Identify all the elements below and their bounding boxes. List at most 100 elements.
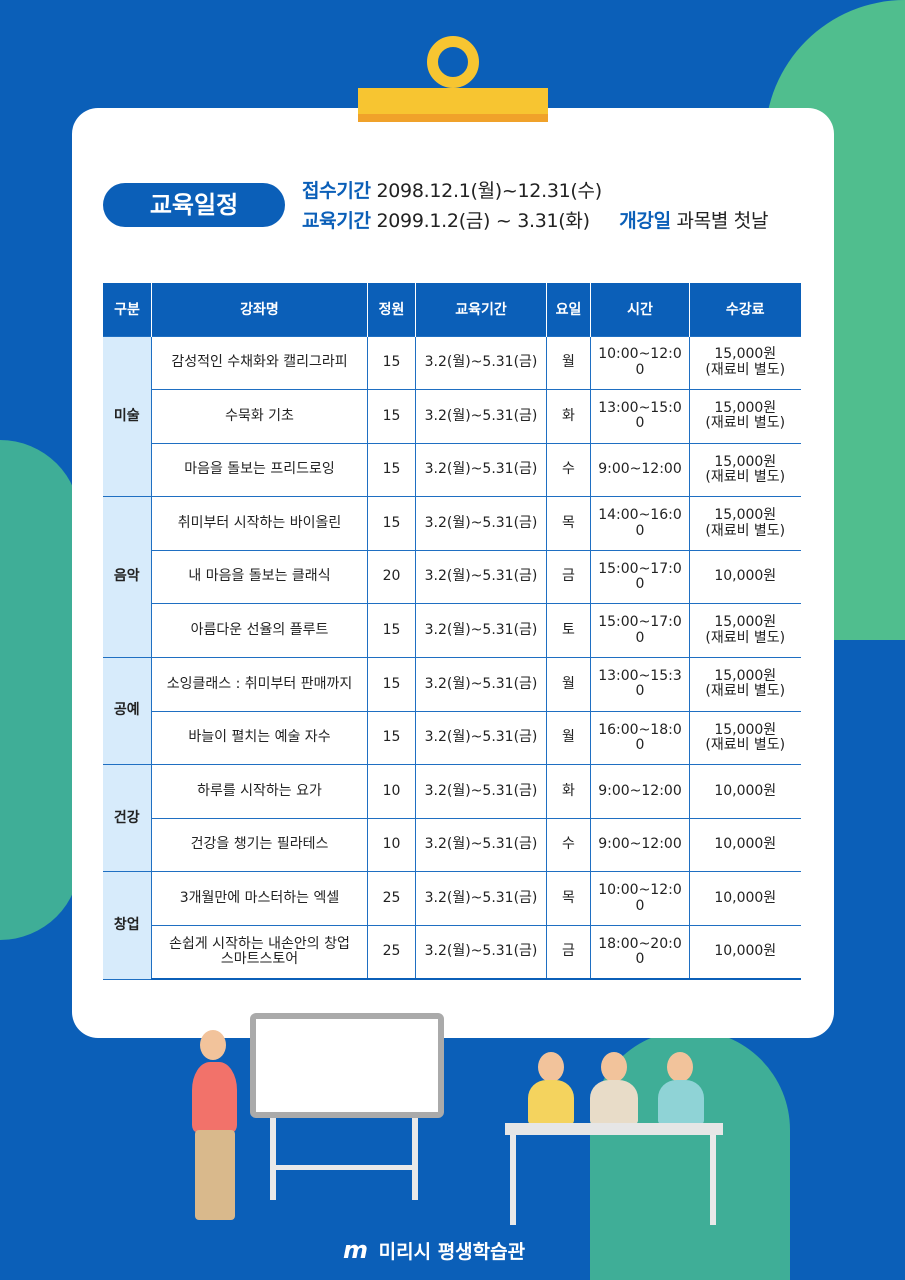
time-cell: 16:00~18:00 <box>590 710 690 766</box>
category-cell: 창업 <box>102 871 152 980</box>
table-row: 음악 취미부터 시작하는 바이올린 15 3.2(월)~5.31(금) 목 14:00~1… <box>102 496 801 659</box>
column-header: 구분 <box>102 283 152 336</box>
capacity-cell: 15 <box>367 335 416 391</box>
education-label: 교육기간 <box>302 210 371 232</box>
period-cell: 3.2(월)~5.31(금) <box>415 389 547 444</box>
capacity-cell: 10 <box>367 817 416 873</box>
course-name-cell: 내 마음을 돌보는 클래식 <box>151 549 368 605</box>
category-cell: 건강 <box>102 764 152 873</box>
reception-value: 2098.12.1(월)~12.31(수) <box>376 180 602 202</box>
fee-cell: 15,000원 (재료비 별도) <box>689 657 801 712</box>
schedule-table: 구분 강좌명 정원 교육기간 요일 시간 수강료 미술 감성적인 수채화와 캘리그라피 15 3.… <box>102 283 801 981</box>
weekday-cell: 수 <box>546 817 591 873</box>
opening-value: 과목별 첫날 <box>676 210 769 232</box>
column-header: 시간 <box>590 283 690 336</box>
course-name-cell: 건강을 챙기는 필라테스 <box>151 817 368 873</box>
column-header: 요일 <box>546 283 591 336</box>
period-cell: 3.2(월)~5.31(금) <box>415 710 547 766</box>
reception-period: 접수기간 2098.12.1(월)~12.31(수) <box>302 176 602 203</box>
whiteboard-leg <box>412 1118 418 1200</box>
teacher-illustration <box>192 1062 237 1132</box>
whiteboard-leg <box>270 1118 276 1200</box>
course-name-cell: 하루를 시작하는 요가 <box>151 764 368 819</box>
fee-cell: 15,000원 (재료비 별도) <box>689 442 801 498</box>
education-period: 교육기간 2099.1.2(금) ~ 3.31(화) 개강일 과목별 첫날 <box>302 206 768 233</box>
column-header: 교육기간 <box>415 283 547 336</box>
logo-mark-icon: m <box>343 1236 369 1264</box>
category-cell: 음악 <box>102 496 152 659</box>
category-cell: 미술 <box>102 335 152 498</box>
course-name-cell: 손쉽게 시작하는 내손안의 창업 스마트스토어 <box>151 925 368 981</box>
capacity-cell: 15 <box>367 657 416 712</box>
time-cell: 10:00~12:00 <box>590 335 690 391</box>
table-row: 바늘이 펼치는 예술 자수 15 3.2(월)~5.31(금) 월 16:00~18:0… <box>103 710 801 766</box>
time-cell: 14:00~16:00 <box>590 496 690 551</box>
fee-cell: 15,000원 (재료비 별도) <box>689 710 801 766</box>
time-cell: 9:00~12:00 <box>590 442 690 498</box>
weekday-cell: 목 <box>546 871 591 927</box>
period-cell: 3.2(월)~5.31(금) <box>415 871 547 927</box>
table-row: 건강을 챙기는 필라테스 10 3.2(월)~5.31(금) 수 9:00~12:00 1… <box>103 817 801 873</box>
period-cell: 3.2(월)~5.31(금) <box>415 925 547 981</box>
student-head <box>601 1052 627 1082</box>
course-name-cell: 취미부터 시작하는 바이올린 <box>151 496 368 551</box>
footer-logo: m 미리시 평생학습관 <box>343 1236 525 1264</box>
period-cell: 3.2(월)~5.31(금) <box>415 335 547 391</box>
fee-cell: 15,000원 (재료비 별도) <box>689 335 801 391</box>
time-cell: 18:00~20:00 <box>590 925 690 981</box>
table-row: 창업 3개월만에 마스터하는 엑셀 25 3.2(월)~5.31(금) 목 10:00~1… <box>102 871 801 980</box>
time-cell: 9:00~12:00 <box>590 817 690 873</box>
table-header-row: 구분 강좌명 정원 교육기간 요일 시간 수강료 <box>102 283 801 336</box>
time-cell: 13:00~15:30 <box>590 657 690 712</box>
whiteboard-illustration <box>250 1013 444 1118</box>
fee-cell: 15,000원 (재료비 별도) <box>689 389 801 444</box>
table-row: 수묵화 기초 15 3.2(월)~5.31(금) 화 13:00~15:00 15,000… <box>103 389 801 444</box>
clipboard-clip-icon <box>427 36 479 88</box>
course-name-cell: 소잉클래스 : 취미부터 판매까지 <box>151 657 368 712</box>
course-name-cell: 수묵화 기초 <box>151 389 368 444</box>
whiteboard-bar <box>270 1165 418 1170</box>
table-row: 손쉽게 시작하는 내손안의 창업 스마트스토어 25 3.2(월)~5.31(금) 금… <box>103 925 801 981</box>
time-cell: 9:00~12:00 <box>590 764 690 819</box>
course-name-cell: 마음을 돌보는 프리드로잉 <box>151 442 368 498</box>
education-value: 2099.1.2(금) ~ 3.31(화) <box>376 210 590 232</box>
fee-cell: 10,000원 <box>689 871 801 927</box>
weekday-cell: 화 <box>546 389 591 444</box>
period-cell: 3.2(월)~5.31(금) <box>415 657 547 712</box>
capacity-cell: 15 <box>367 496 416 551</box>
course-name-cell: 바늘이 펼치는 예술 자수 <box>151 710 368 766</box>
capacity-cell: 15 <box>367 442 416 498</box>
fee-cell: 10,000원 <box>689 764 801 819</box>
course-name-cell: 감성적인 수채화와 캘리그라피 <box>151 335 368 391</box>
column-header: 강좌명 <box>151 283 368 336</box>
fee-cell: 10,000원 <box>689 817 801 873</box>
period-cell: 3.2(월)~5.31(금) <box>415 764 547 819</box>
capacity-cell: 10 <box>367 764 416 819</box>
fee-cell: 10,000원 <box>689 925 801 981</box>
teacher-head <box>200 1030 226 1060</box>
table-row: 공예 소잉클래스 : 취미부터 판매까지 15 3.2(월)~5.31(금) 월 13:0… <box>102 657 801 766</box>
weekday-cell: 월 <box>546 657 591 712</box>
desk-illustration <box>505 1123 723 1135</box>
opening-label: 개강일 <box>619 210 671 232</box>
capacity-cell: 15 <box>367 389 416 444</box>
period-cell: 3.2(월)~5.31(금) <box>415 442 547 498</box>
capacity-cell: 20 <box>367 549 416 605</box>
column-header: 정원 <box>367 283 416 336</box>
category-cell: 공예 <box>102 657 152 766</box>
background-shape <box>0 440 80 940</box>
weekday-cell: 금 <box>546 549 591 605</box>
weekday-cell: 토 <box>546 603 591 659</box>
weekday-cell: 월 <box>546 710 591 766</box>
table-row: 내 마음을 돌보는 클래식 20 3.2(월)~5.31(금) 금 15:00~17:0… <box>103 549 801 605</box>
table-row: 마음을 돌보는 프리드로잉 15 3.2(월)~5.31(금) 수 9:00~12:00… <box>103 442 801 498</box>
clipboard-clip <box>358 88 548 122</box>
course-name-cell: 3개월만에 마스터하는 엑셀 <box>151 871 368 927</box>
student-illustration <box>528 1080 574 1125</box>
desk-leg <box>710 1135 716 1225</box>
period-cell: 3.2(월)~5.31(금) <box>415 817 547 873</box>
period-cell: 3.2(월)~5.31(금) <box>415 496 547 551</box>
capacity-cell: 25 <box>367 871 416 927</box>
period-cell: 3.2(월)~5.31(금) <box>415 603 547 659</box>
weekday-cell: 목 <box>546 496 591 551</box>
